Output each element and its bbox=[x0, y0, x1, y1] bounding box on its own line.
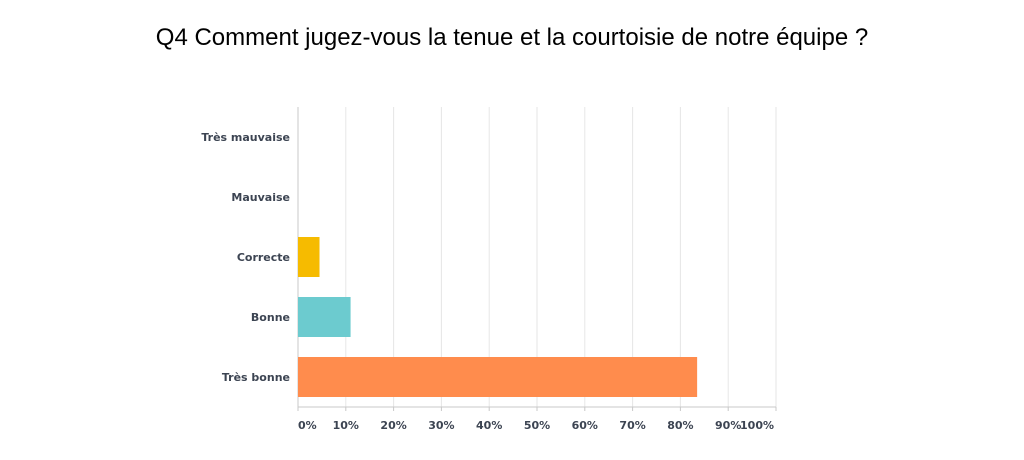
x-tick-label-40: 40% bbox=[476, 419, 502, 432]
x-tick-label-20: 20% bbox=[380, 419, 406, 432]
x-tick-label-70: 70% bbox=[619, 419, 645, 432]
x-tick-label-30: 30% bbox=[428, 419, 454, 432]
category-label: Très mauvaise bbox=[201, 131, 290, 144]
bar bbox=[298, 297, 351, 337]
category-label: Correcte bbox=[237, 251, 290, 264]
x-tick-label-90: 90% bbox=[715, 419, 741, 432]
x-tick-label-100: 100% bbox=[740, 419, 774, 432]
x-tick-label-50: 50% bbox=[524, 419, 550, 432]
category-label: Mauvaise bbox=[231, 191, 290, 204]
x-tick-label-0: 0% bbox=[298, 419, 317, 432]
category-label: Bonne bbox=[251, 311, 290, 324]
chart-title: Q4 Comment jugez-vous la tenue et la cou… bbox=[155, 24, 869, 51]
category-label: Très bonne bbox=[222, 371, 290, 384]
x-tick-label-80: 80% bbox=[667, 419, 693, 432]
bar bbox=[298, 357, 698, 397]
x-tick-label-10: 10% bbox=[333, 419, 359, 432]
bar bbox=[298, 237, 320, 277]
x-tick-label-60: 60% bbox=[572, 419, 598, 432]
